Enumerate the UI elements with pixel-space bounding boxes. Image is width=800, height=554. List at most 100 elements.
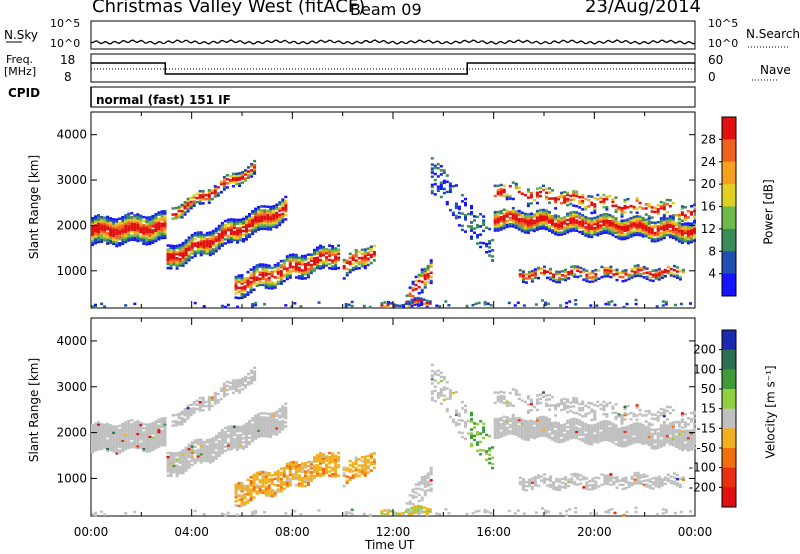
power-echo-cell [428,300,432,303]
power-echo-cell [587,231,591,234]
power-echo-cell [229,230,233,233]
power-echo-cell [662,207,666,211]
power-echo-cell [539,221,542,224]
velocity-echo-cell [236,427,239,431]
velocity-echo-cell [554,435,558,439]
power-echo-cell [442,191,446,195]
velocity-echo-cell [231,381,235,384]
power-echo-cell [272,211,276,214]
power-echo-cell [496,216,500,220]
power-echo-cell [530,278,534,281]
velocity-echo-cell [683,429,687,432]
velocity-echo-cell [587,405,591,409]
power-echo-cell [660,274,664,277]
velocity-echo-cell [620,430,624,434]
velocity-echo-cell [600,473,604,476]
power-echo-cell [163,232,167,235]
power-echo-cell [511,215,515,218]
velocity-echo-cell [175,452,179,455]
power-echo-cell [477,301,481,305]
power-echo-cell [130,212,134,215]
velocity-echo-cell [539,430,542,433]
power-echo-cell [187,238,191,241]
power-echo-cell [195,200,199,204]
velocity-echo-cell [208,444,212,448]
power-echo-cell [526,223,530,226]
power-echo-cell [357,260,361,264]
power-echo-cell [136,233,140,237]
velocity-echo-cell [316,470,319,473]
velocity-echo-cell [282,483,286,486]
velocity-echo-cell [175,470,179,474]
velocity-echo-cell [334,464,338,468]
velocity-echo-cell [100,427,104,430]
power-echo-cell [211,235,215,239]
velocity-echo-cell [572,411,576,414]
velocity-echo-cell [532,420,536,423]
power-echo-cell [151,218,155,222]
velocity-echo-cell [554,405,558,409]
power-echo-cell [508,216,512,220]
velocity-echo-cell [524,484,528,488]
velocity-echo-cell [210,404,214,408]
velocity-echo-cell [139,425,143,429]
power-echo-cell [677,227,681,231]
velocity-echo-cell [309,462,313,466]
velocity-echo-cell [142,431,146,434]
velocity-echo-cell [163,437,167,441]
power-echo-cell [151,233,155,236]
power-echo-cell [254,219,258,223]
velocity-echo-cell [623,418,627,421]
power-echo-cell [609,271,613,275]
power-echo-cell [407,304,411,308]
velocity-echo-cell [674,445,678,448]
power-echo-cell [372,244,376,248]
velocity-echo-cell [184,452,188,456]
velocity-echo-cell [172,464,176,468]
velocity-echo-cell [306,483,310,486]
power-echo-cell [502,226,506,230]
velocity-echo-cell [548,404,551,407]
power-echo-cell [273,284,277,287]
power-echo-cell [97,220,100,223]
velocity-echo-cell [548,424,551,427]
velocity-echo-cell [136,436,140,440]
velocity-echo-cell [219,397,223,401]
velocity-echo-cell [208,455,212,458]
power-echo-cell [590,225,594,228]
power-echo-cell [236,218,239,222]
velocity-echo-cell [526,428,530,431]
velocity-echo-cell [210,398,214,401]
velocity-echo-cell [620,443,624,446]
velocity-echo-cell [633,480,637,483]
power-echo-cell [608,228,612,231]
power-echo-cell [219,191,223,194]
velocity-echo-cell [199,438,203,441]
velocity-echo-cell [674,439,678,442]
velocity-echo-cell [337,464,341,467]
velocity-echo-cell [139,432,143,435]
velocity-echo-cell [275,424,279,428]
power-echo-cell [260,225,264,229]
velocity-echo-cell [166,462,170,465]
velocity-echo-cell [563,427,567,430]
velocity-echo-cell [124,427,128,430]
velocity-echo-cell [139,442,143,445]
velocity-echo-cell [220,431,224,434]
velocity-echo-cell [291,477,295,480]
velocity-echo-cell [142,445,146,449]
velocity-echo-cell [569,401,573,404]
velocity-echo-cell [328,474,332,477]
velocity-echo-cell [242,430,245,434]
power-echo-cell [654,273,658,276]
power-echo-cell [334,253,338,256]
velocity-echo-cell [690,429,693,433]
velocity-echo-cell [545,422,548,426]
power-echo-cell [127,233,131,236]
velocity-echo-cell [529,434,533,437]
power-echo-cell [454,216,458,220]
power-echo-cell [103,228,107,232]
velocity-echo-cell [557,434,561,438]
velocity-echo-cell [647,422,651,425]
